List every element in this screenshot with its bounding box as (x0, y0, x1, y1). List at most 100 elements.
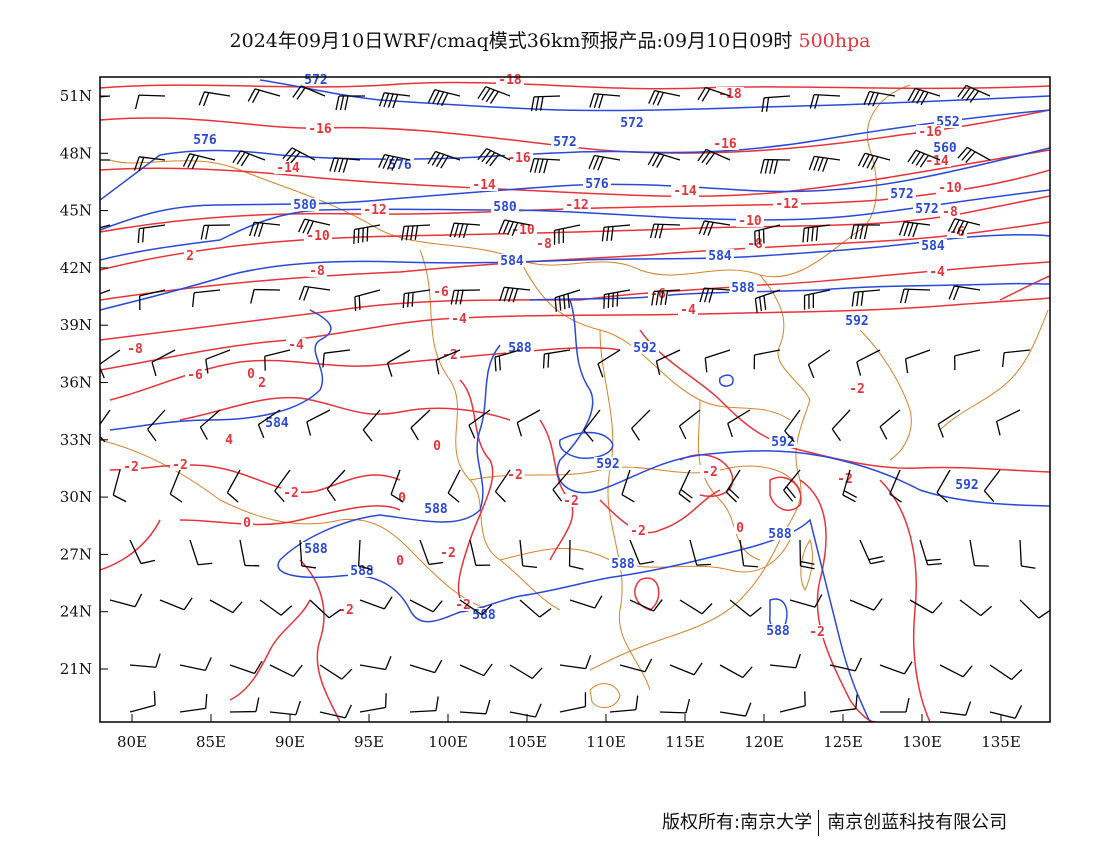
wind-barb (182, 153, 216, 170)
contour-label-bg (245, 367, 257, 380)
contour-label-bg (256, 376, 268, 389)
contour-label-bg (888, 187, 916, 200)
wind-barb (939, 664, 973, 678)
lat-tick-label: 33N (60, 431, 92, 449)
wind-barb (378, 153, 411, 171)
contour-label: 576 (585, 177, 609, 192)
contour-label: -2 (849, 382, 865, 397)
contour-label: -12 (565, 198, 588, 213)
contour-label-bg (449, 312, 469, 325)
lon-tick-label: 90E (275, 733, 305, 751)
wind-barb (727, 409, 751, 438)
contour-label-bg (491, 200, 519, 213)
wind-barb (879, 409, 901, 440)
wind-barb (954, 349, 981, 371)
contour-label: -4 (929, 265, 945, 280)
wind-barb (409, 659, 443, 674)
contour-label-bg (923, 154, 951, 167)
contour-label: 592 (845, 314, 868, 329)
national-border (109, 84, 911, 278)
contour-label-bg (438, 546, 458, 559)
hainan-island (589, 683, 621, 709)
wind-barb (803, 289, 831, 310)
wind-barb (427, 89, 461, 107)
footer-separator (818, 810, 820, 836)
isotherm-line (229, 599, 311, 701)
contour-label: -2 (440, 546, 456, 561)
contour-label-bg (223, 433, 235, 446)
contour-label-bg (281, 486, 301, 499)
wind-barb (169, 469, 183, 503)
wind-barb (134, 94, 166, 110)
contour-label: 572 (915, 202, 938, 217)
wind-barb (329, 157, 361, 173)
contour-label: -2 (630, 524, 646, 539)
contour-label: 0 (243, 516, 251, 531)
contour-label: 0 (396, 554, 404, 569)
contour-label-bg (286, 338, 306, 351)
wind-barb (754, 289, 781, 313)
title-level: 500hpa (798, 30, 871, 52)
isotherm-line (100, 297, 1050, 371)
contour-label: 592 (955, 478, 978, 493)
contour-label-bg (304, 229, 332, 242)
contour-label: -2 (172, 458, 188, 473)
contour-label-bg (807, 625, 827, 638)
lon-tick-label: 120E (744, 733, 784, 751)
contour-label: -8 (309, 264, 325, 279)
wind-barb (409, 696, 439, 713)
map-frame (99, 76, 1051, 723)
wind-barb (259, 599, 293, 616)
isotherm-line (100, 169, 1050, 233)
height-line (558, 431, 614, 459)
wind-barb (299, 539, 317, 569)
contour-label-bg (551, 135, 579, 148)
wind-barb (889, 469, 902, 503)
wind-barb (597, 349, 621, 378)
wind-barb (689, 539, 712, 566)
wind-barb (509, 664, 543, 679)
lon-tick-label: 115E (665, 733, 705, 751)
wind-barb (907, 149, 941, 168)
wind-barb (678, 409, 701, 440)
wind-barb (401, 224, 431, 241)
contour-label-bg (916, 125, 944, 138)
contour-label-bg (594, 457, 622, 470)
wind-barb (669, 662, 703, 676)
contour-label-bg (729, 281, 757, 294)
wind-barb (390, 469, 404, 503)
wind-barb (629, 539, 654, 565)
province-border-2 (519, 259, 791, 421)
lon-tick-label: 105E (507, 733, 547, 751)
isotherm-line (769, 476, 802, 511)
province-border-1 (419, 249, 561, 611)
height-labels: 572 576 576 580 580 572 576 584 584 588 584 592 588 5… (191, 73, 981, 639)
contour-label: 2 (258, 376, 266, 391)
wind-barb (100, 224, 111, 233)
wind-barb (179, 657, 212, 672)
contour-label: 580 (493, 200, 517, 215)
wind-barb (205, 349, 231, 374)
contour-label: 588 (768, 527, 792, 542)
contour-label-bg (125, 342, 145, 355)
wind-barb (909, 599, 943, 614)
wind-barb (1001, 349, 1031, 368)
isotherm-line (100, 149, 1050, 198)
wind-barb (829, 694, 858, 713)
wind-barb (989, 705, 1023, 719)
coastline-korea (859, 329, 912, 461)
wind-barb (651, 289, 681, 306)
contour-label: -2 (455, 598, 471, 613)
contour-label-bg (302, 542, 330, 555)
wind-barb (948, 285, 981, 301)
province-border-3 (599, 329, 651, 691)
contour-label-bg (121, 460, 141, 473)
contour-label-bg (563, 198, 591, 211)
wind-barb (601, 224, 631, 242)
wind-barb (410, 409, 431, 441)
wind-barb (559, 654, 592, 670)
wind-barb (678, 469, 693, 503)
wind-barb (249, 221, 281, 238)
wind-barb (659, 698, 691, 714)
lat-tick-label: 27N (60, 545, 92, 563)
